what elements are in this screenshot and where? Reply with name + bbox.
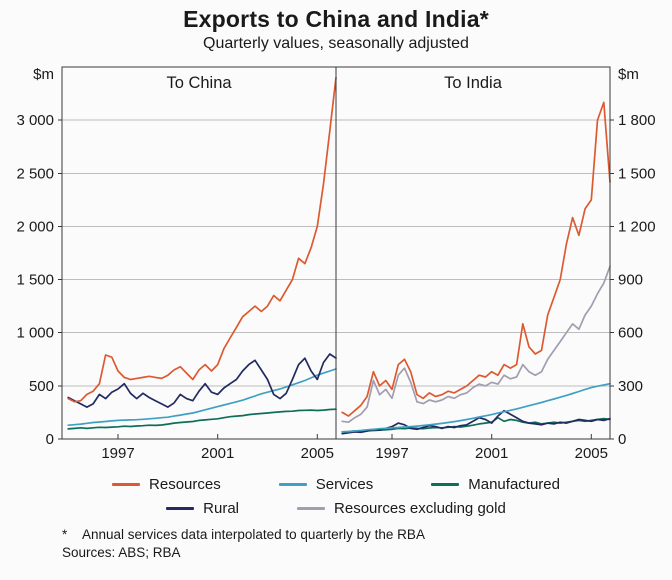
panel-title-to-china: To China — [166, 74, 232, 92]
x-tick-label: 2005 — [301, 445, 334, 462]
y-tick-label: 1 200 — [618, 218, 656, 235]
y-tick-label: 1 800 — [618, 112, 656, 129]
y-tick-label: 500 — [29, 378, 54, 395]
legend-item-services: Services — [278, 475, 374, 493]
footnote-text: Annual services data interpolated to qua… — [82, 527, 425, 542]
x-tick-label: 2001 — [475, 445, 508, 462]
series-line-to-china-services — [67, 368, 337, 427]
y-tick-label: 1 500 — [16, 272, 54, 289]
footnote-marker: * — [62, 527, 68, 542]
legend-label: Services — [315, 475, 374, 493]
y-tick-label: 2 000 — [16, 218, 54, 235]
y-tick-label: 1 500 — [618, 165, 656, 182]
series-line-to-india-resources-excluding-gold — [341, 265, 611, 424]
legend-item-resources-excluding-gold: Resources excluding gold — [297, 500, 506, 517]
y-tick-label: 0 — [618, 431, 626, 448]
x-tick-label: 1997 — [375, 445, 408, 462]
legend-swatch-resources — [112, 482, 141, 486]
y-tick-label: 1 000 — [16, 325, 54, 342]
chart-canvas: 0 500 1 000 1 500 2 000 2 500 3 000 0 300 600 900 1… — [16, 66, 656, 462]
legend-label: Manufactured — [468, 475, 560, 493]
y-tick-label: 900 — [618, 272, 643, 289]
series-line-to-china-rural — [67, 353, 337, 408]
sources-line: Sources: ABS; RBA — [62, 544, 672, 562]
series-line-to-india-services — [341, 382, 611, 433]
legend-swatch-resources-excluding-gold — [297, 506, 326, 510]
series-line-to-china-resources — [67, 76, 337, 403]
unit-label-left: $m — [33, 66, 54, 83]
legend-item-rural: Rural — [166, 500, 239, 517]
x-tick-label: 2005 — [575, 445, 608, 462]
chart-subtitle: Quarterly values, seasonally adjusted — [203, 35, 469, 52]
legend-item-resources: Resources — [112, 476, 221, 493]
y-tick-label: 600 — [618, 325, 643, 342]
series-line-to-india-resources — [341, 101, 611, 417]
y-tick-label: 300 — [618, 378, 643, 395]
footnote: * Annual services data interpolated to q… — [62, 526, 672, 544]
legend-label: Resources — [149, 475, 221, 493]
y-tick-label: 0 — [46, 431, 54, 448]
legend-swatch-rural — [166, 506, 195, 510]
legend-row: Rural Resources excluding gold — [0, 496, 672, 520]
legend-swatch-services — [278, 482, 307, 486]
y-tick-label: 2 500 — [16, 165, 54, 182]
x-tick-label: 1997 — [101, 445, 134, 462]
legend-swatch-manufactured — [431, 482, 460, 486]
chart-legend: Resources Services Manufactured Rural Resour… — [0, 472, 672, 520]
legend-item-manufactured: Manufactured — [431, 476, 560, 493]
footnotes: * Annual services data interpolated to q… — [62, 526, 672, 562]
y-tick-label: 3 000 — [16, 112, 54, 129]
legend-label: Rural — [203, 499, 240, 517]
legend-row: Resources Services Manufactured — [0, 472, 672, 496]
series-line-to-china-manufactured — [67, 408, 337, 430]
sources-text: Sources: ABS; RBA — [62, 545, 181, 560]
legend-label: Resources excluding gold — [334, 499, 506, 517]
x-tick-label: 2001 — [201, 445, 234, 462]
chart-title: Exports to China and India* — [183, 6, 489, 32]
panel-title-to-india: To India — [444, 74, 503, 92]
unit-label-right: $m — [618, 66, 639, 83]
